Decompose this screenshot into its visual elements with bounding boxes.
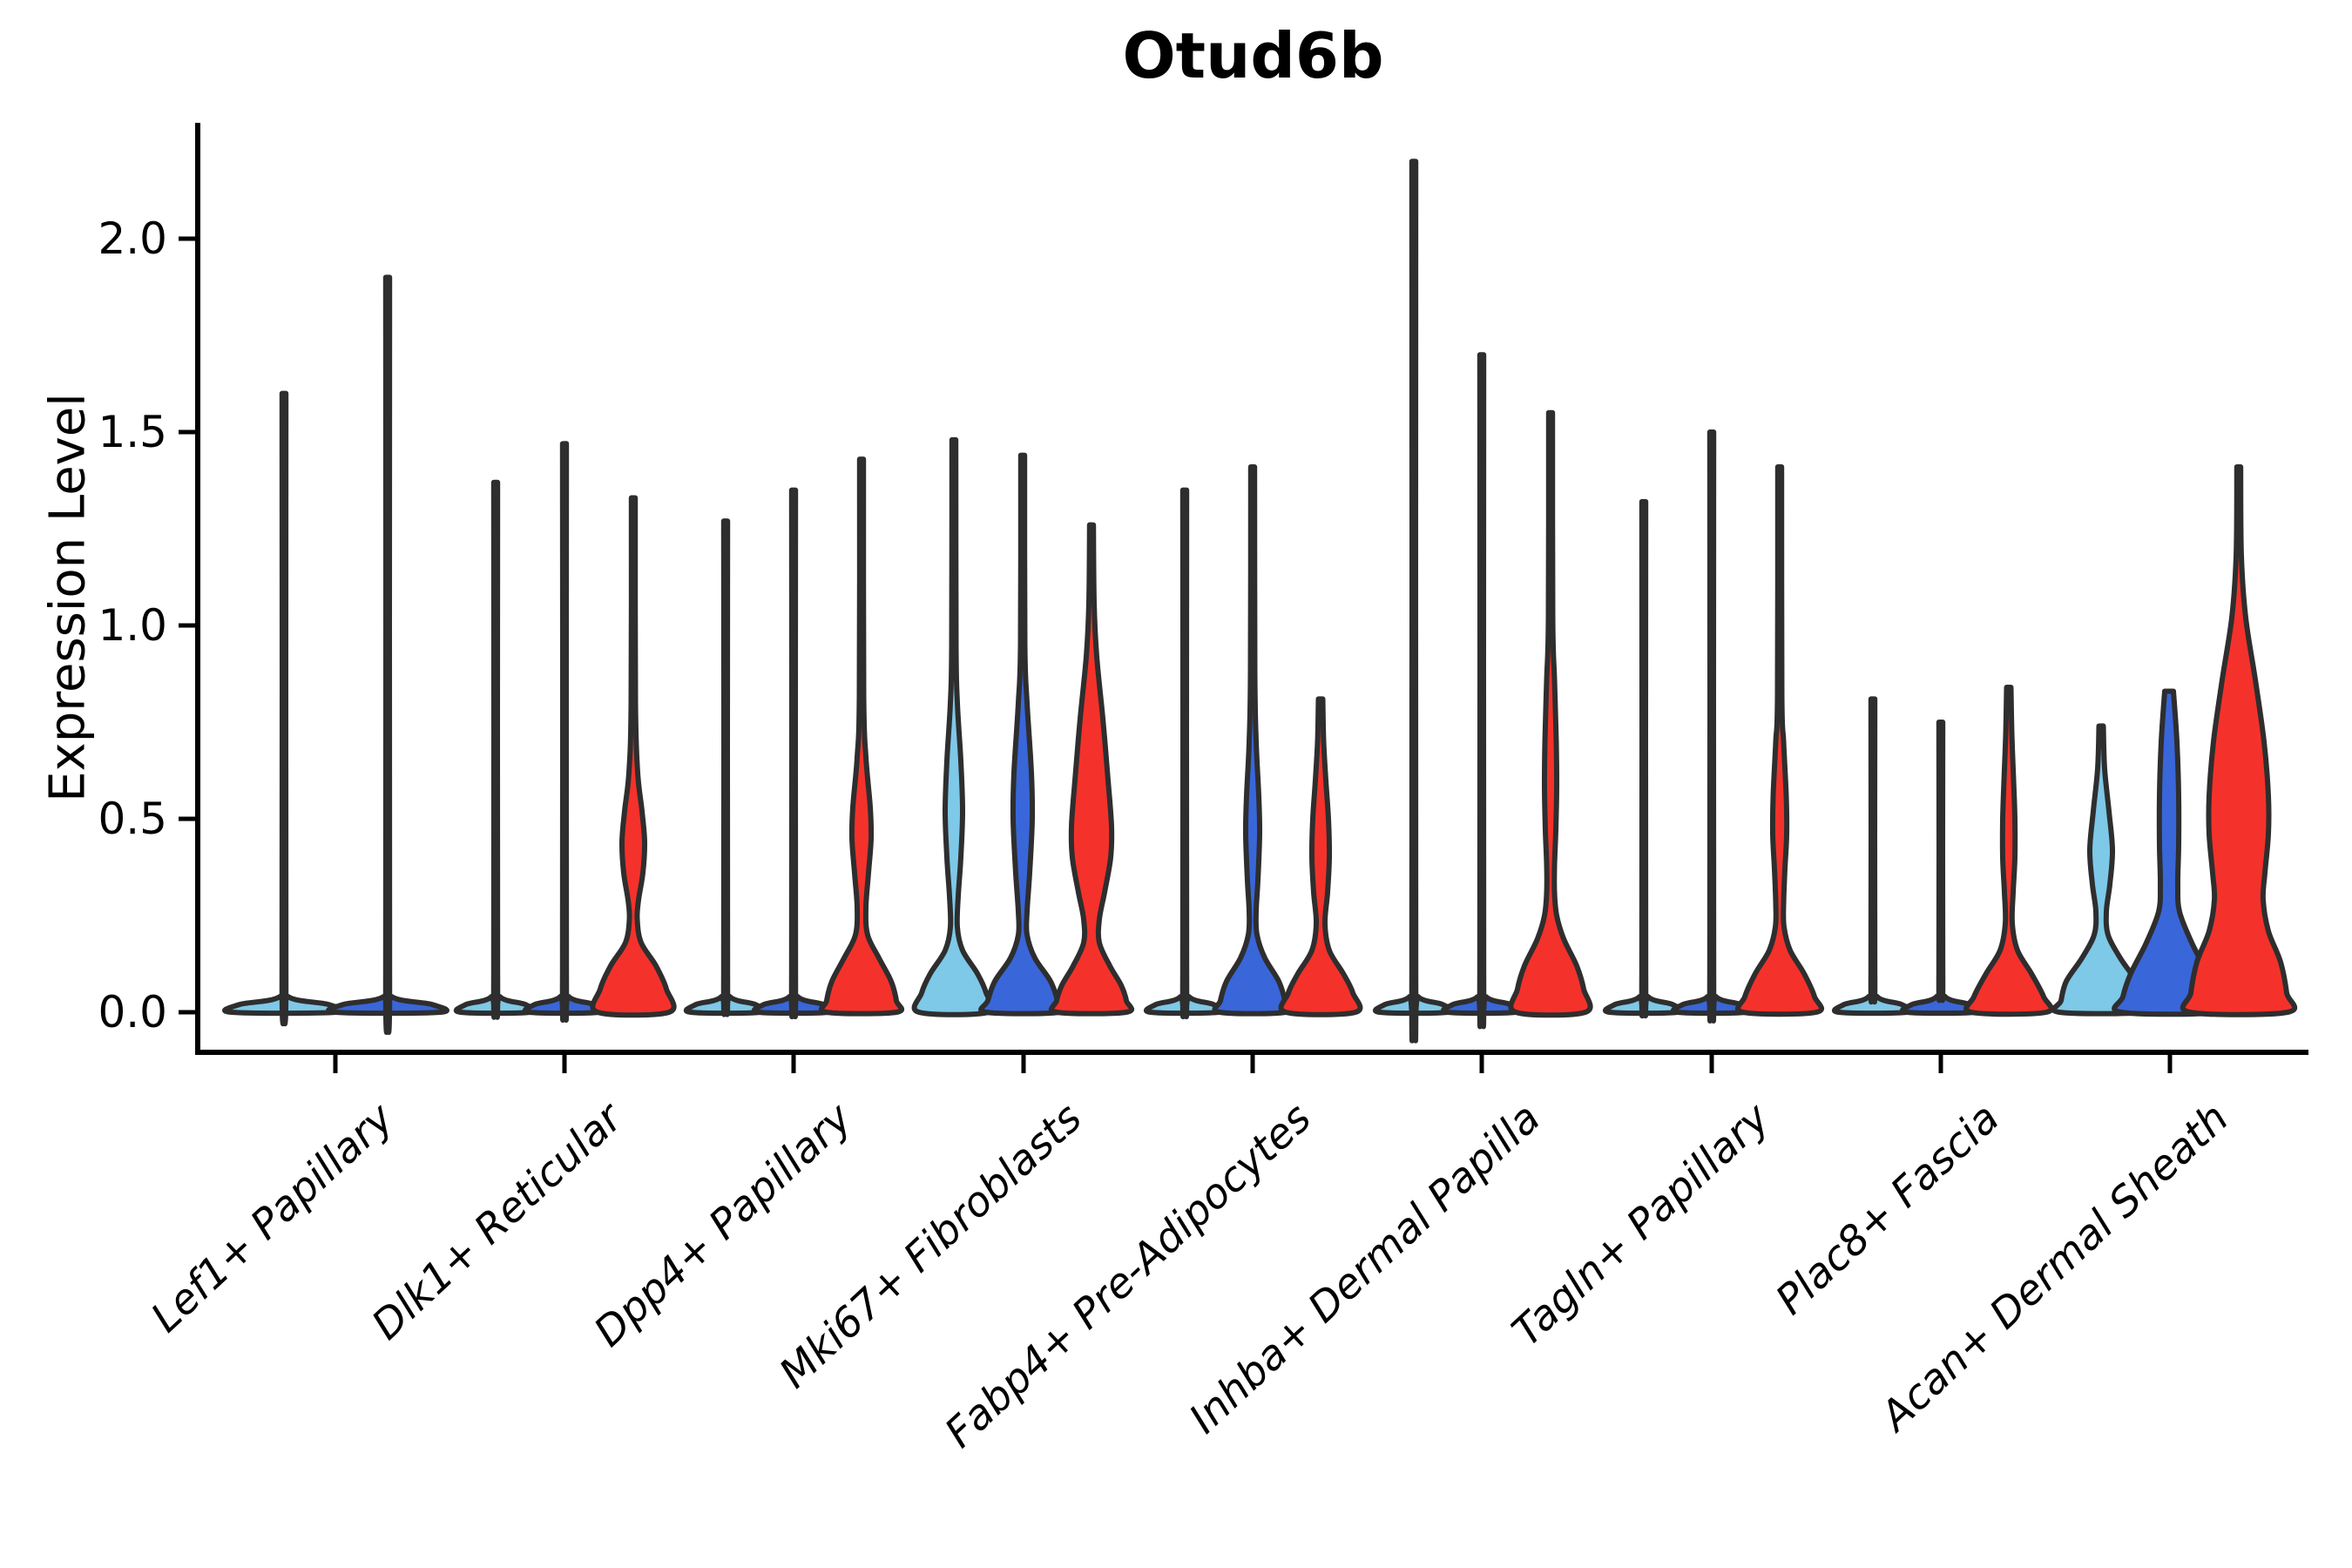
violin-blue [326,274,449,1035]
violin-red [1963,685,2054,1017]
violin-blue [522,441,607,1023]
violin-blue [1900,720,1982,1017]
chart-title: Otud6b [1122,19,1384,92]
violin-lightblue [2051,723,2152,1017]
violin-blue [751,487,836,1019]
violin-lightblue [1373,159,1455,1044]
violin-lightblue [453,479,538,1020]
violin-lightblue [1603,498,1685,1018]
violin-blue [1671,429,1753,1024]
violin-red [2180,463,2298,1017]
y-tick-label-0.0: 0.0 [98,987,167,1037]
violin-lightblue [1832,696,1914,1017]
violin-blue [2112,688,2227,1017]
violin-red [1278,696,1363,1017]
violin-blue [978,452,1067,1017]
violin-red [590,495,677,1018]
violin-lightblue [911,436,997,1017]
violin-red [1508,409,1593,1018]
y-tick-label-2.0: 2.0 [98,213,167,264]
violin-blue [1212,463,1294,1017]
violin-blue [1441,352,1523,1030]
y-tick-label-1.5: 1.5 [98,407,167,457]
violin-lightblue [222,390,346,1027]
y-tick-label-0.5: 0.5 [98,794,167,844]
violin-lightblue [683,518,768,1017]
violin-red [1735,463,1824,1017]
y-tick-label-1.0: 1.0 [98,600,167,651]
violin-red [818,456,905,1017]
violin-lightblue [1144,487,1226,1019]
violin-red [1048,522,1135,1017]
